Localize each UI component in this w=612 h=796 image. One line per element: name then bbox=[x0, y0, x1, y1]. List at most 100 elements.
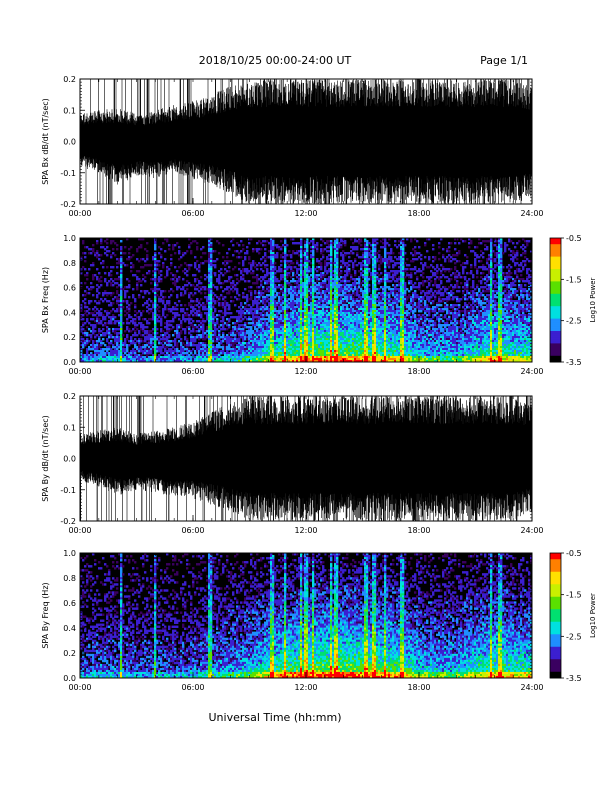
spectrogram-cell bbox=[114, 254, 116, 256]
spectrogram-cell bbox=[158, 310, 160, 312]
spectrogram-cell bbox=[84, 252, 86, 254]
spectrogram-cell bbox=[180, 304, 182, 306]
spectrogram-cell bbox=[226, 256, 228, 258]
spectrogram-cell bbox=[136, 288, 138, 290]
spectrogram-cell bbox=[274, 262, 276, 264]
spectrogram-cell bbox=[178, 278, 180, 280]
spectrogram-cell bbox=[158, 306, 160, 308]
spectrogram-cell bbox=[214, 250, 216, 252]
spectrogram-cell bbox=[94, 330, 96, 332]
spectrogram-cell bbox=[168, 268, 170, 270]
spectrogram-cell bbox=[242, 244, 244, 246]
spectrogram-cell bbox=[110, 256, 112, 258]
spectrogram-cell bbox=[92, 264, 94, 266]
spectrogram-cell bbox=[234, 266, 236, 268]
spectrogram-cell bbox=[84, 268, 86, 270]
x-axis-label: Universal Time (hh:mm) bbox=[209, 711, 342, 724]
spectrogram-cell bbox=[128, 252, 130, 254]
spectrogram-cell bbox=[172, 326, 174, 328]
spectrogram-cell bbox=[146, 242, 148, 244]
spectrogram-cell bbox=[176, 304, 178, 306]
spectrogram-cell bbox=[230, 312, 232, 314]
figure-title: 2018/10/25 00:00-24:00 UT bbox=[199, 54, 352, 67]
spectrogram-cell bbox=[82, 242, 84, 244]
spectrogram-cell bbox=[196, 248, 198, 250]
spectrogram-cell bbox=[168, 248, 170, 250]
spectrogram-cell bbox=[130, 302, 132, 304]
spectrogram-cell bbox=[168, 304, 170, 306]
spectrogram-cell bbox=[112, 266, 114, 268]
spectrogram-cell bbox=[320, 268, 322, 270]
spectrogram-cell bbox=[238, 262, 240, 264]
spectrogram-cell bbox=[108, 250, 110, 252]
spectrogram-cell bbox=[88, 292, 90, 294]
spectrogram-cell bbox=[140, 314, 142, 316]
spectrogram-cell bbox=[138, 318, 140, 320]
spectrogram-cell bbox=[86, 278, 88, 280]
spectrogram-cell bbox=[164, 296, 166, 298]
spectrogram-cell bbox=[164, 258, 166, 260]
spectrogram-cell bbox=[246, 246, 248, 248]
spectrogram-cell bbox=[256, 282, 258, 284]
spectrogram-cell bbox=[222, 244, 224, 246]
spectrogram-cell bbox=[240, 256, 242, 258]
spectrogram-cell bbox=[94, 326, 96, 328]
spectrogram-cell bbox=[344, 244, 346, 246]
spectrogram-cell bbox=[96, 296, 98, 298]
spectrogram-cell bbox=[242, 248, 244, 250]
spectrogram-cell bbox=[86, 274, 88, 276]
spectrogram-cell bbox=[180, 264, 182, 266]
spectrogram-cell bbox=[172, 248, 174, 250]
spectrogram-cell bbox=[286, 244, 288, 246]
spectrogram-cell bbox=[148, 304, 150, 306]
spectrogram-cell bbox=[228, 308, 230, 310]
spectrogram-cell bbox=[106, 284, 108, 286]
spectrogram-cell bbox=[116, 248, 118, 250]
spectrogram-cell bbox=[264, 248, 266, 250]
spectrogram-cell bbox=[244, 288, 246, 290]
spectrogram-cell bbox=[164, 250, 166, 252]
spectrogram-cell bbox=[102, 338, 104, 340]
spectrogram-cell bbox=[200, 256, 202, 258]
spectrogram-cell bbox=[262, 270, 264, 272]
y-tick-label: 0.0 bbox=[63, 138, 76, 147]
spectrogram-cell bbox=[120, 240, 122, 242]
spectrogram-cell bbox=[160, 274, 162, 276]
spectrogram-cell bbox=[160, 280, 162, 282]
spectrogram-cell bbox=[292, 262, 294, 264]
spectrogram-cell bbox=[132, 288, 134, 290]
x-tick-label: 06:00 bbox=[181, 209, 204, 218]
spectrogram-cell bbox=[204, 252, 206, 254]
spectrogram-cell bbox=[128, 296, 130, 298]
spectrogram-cell bbox=[194, 340, 196, 342]
spectrogram-cell bbox=[194, 256, 196, 258]
spectrogram-cell bbox=[154, 248, 156, 250]
spectrogram-cell bbox=[244, 258, 246, 260]
spectrogram-cell bbox=[100, 276, 102, 278]
spectrogram-cell bbox=[280, 240, 282, 242]
spectrogram-cell bbox=[82, 318, 84, 320]
spectrogram-cell bbox=[106, 246, 108, 248]
spectrogram-cell bbox=[132, 254, 134, 256]
spectrogram-cell bbox=[218, 252, 220, 254]
spectrogram-cell bbox=[186, 274, 188, 276]
spectrogram-cell bbox=[174, 266, 176, 268]
spectrogram-cell bbox=[122, 306, 124, 308]
spectrogram-cell bbox=[90, 282, 92, 284]
spectrogram-cell bbox=[100, 254, 102, 256]
spectrogram-cell bbox=[102, 266, 104, 268]
spectrogram-cell bbox=[202, 246, 204, 248]
spectrogram-cell bbox=[222, 256, 224, 258]
spectrogram-cell bbox=[116, 244, 118, 246]
spectrogram-cell bbox=[176, 242, 178, 244]
x-tick-label: 18:00 bbox=[407, 209, 430, 218]
spectrogram-cell bbox=[156, 332, 158, 334]
spectrogram-cell bbox=[192, 320, 194, 322]
spectrogram-cell bbox=[102, 328, 104, 330]
spectrogram-cell bbox=[204, 292, 206, 294]
spectrogram-cell bbox=[190, 252, 192, 254]
spectrogram-cell bbox=[134, 300, 136, 302]
spectrogram-cell bbox=[144, 276, 146, 278]
spectrogram-cell bbox=[92, 286, 94, 288]
